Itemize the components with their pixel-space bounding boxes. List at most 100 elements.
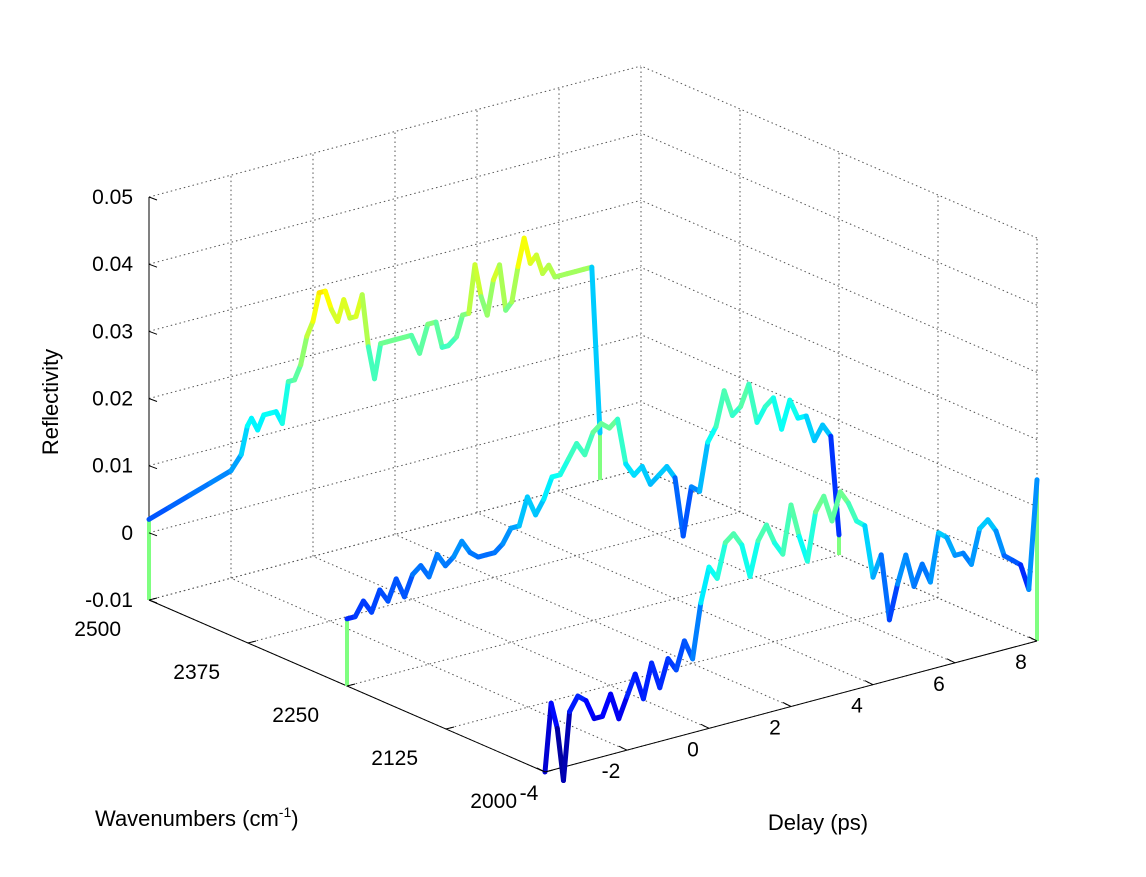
data-segment bbox=[779, 397, 793, 432]
data-segment bbox=[803, 413, 817, 444]
x-tick-label: 8 bbox=[1015, 651, 1027, 674]
floor-grid-line bbox=[394, 534, 792, 707]
data-segment bbox=[310, 290, 322, 324]
data-segment bbox=[747, 538, 761, 579]
data-segment bbox=[927, 530, 942, 585]
data-segment bbox=[167, 492, 193, 510]
x-tick-mark bbox=[536, 767, 546, 773]
y-tick-mark bbox=[247, 640, 257, 644]
data-segment bbox=[886, 581, 901, 623]
y-tick-label: 2250 bbox=[272, 704, 319, 727]
z-tick-mark bbox=[148, 532, 158, 537]
data-segment bbox=[845, 500, 860, 524]
data-segment bbox=[788, 502, 802, 539]
y-tick-mark bbox=[445, 726, 455, 730]
data-segment bbox=[451, 538, 465, 560]
data-segment bbox=[944, 534, 958, 558]
x-tick-mark bbox=[1028, 636, 1038, 642]
back-wall-grid-line bbox=[148, 401, 642, 534]
data-segment bbox=[589, 264, 603, 436]
data-segment bbox=[401, 572, 416, 600]
z-tick-label: 0 bbox=[121, 522, 133, 545]
data-segment bbox=[787, 397, 801, 421]
data-segment bbox=[304, 318, 316, 339]
data-segment bbox=[509, 264, 521, 305]
data-segment bbox=[372, 341, 384, 382]
data-segment bbox=[582, 429, 596, 458]
data-segment bbox=[690, 600, 704, 662]
series-2250 bbox=[344, 381, 842, 686]
back-wall-grid-line bbox=[148, 65, 642, 198]
data-segment bbox=[359, 292, 371, 350]
data-segment bbox=[672, 475, 686, 539]
data-segment bbox=[968, 526, 983, 567]
floor-grid-line bbox=[445, 597, 939, 730]
data-segment bbox=[292, 362, 304, 383]
grid-lines bbox=[148, 65, 1038, 773]
data-segment bbox=[472, 262, 484, 300]
y-tick-label: 2500 bbox=[74, 618, 121, 641]
back-wall-grid-line bbox=[148, 334, 642, 467]
z-tick-mark bbox=[148, 263, 158, 268]
y-tick-mark bbox=[346, 683, 356, 687]
data-segment bbox=[903, 552, 917, 589]
data-segment bbox=[754, 404, 768, 425]
data-segment bbox=[746, 381, 760, 425]
z-tick-label: 0.05 bbox=[92, 186, 133, 209]
data-segment bbox=[713, 388, 727, 430]
data-segment bbox=[697, 439, 711, 494]
z-tick-label: 0.04 bbox=[92, 253, 133, 276]
x-tick-mark bbox=[700, 723, 710, 729]
back-wall-grid-line bbox=[148, 132, 642, 265]
data-segment bbox=[680, 484, 694, 539]
y-axis-title-sup: -1 bbox=[279, 804, 292, 820]
x-tick-mark bbox=[782, 702, 792, 707]
data-segment bbox=[433, 319, 445, 350]
x-tick-label: -4 bbox=[520, 782, 539, 805]
data-segment bbox=[426, 552, 440, 580]
data-segment bbox=[583, 698, 597, 722]
data-segment bbox=[146, 504, 172, 522]
y-tick-label: 2125 bbox=[371, 747, 418, 770]
x-axis-title: Delay (ps) bbox=[768, 810, 868, 835]
data-segment bbox=[322, 288, 334, 313]
data-segment bbox=[615, 416, 629, 467]
data-segment bbox=[993, 528, 1007, 559]
data-segment bbox=[500, 525, 514, 547]
data-segment bbox=[739, 542, 753, 579]
z-tick-label: 0.01 bbox=[92, 455, 133, 478]
data-segment bbox=[878, 552, 892, 623]
data-segment bbox=[279, 379, 291, 426]
data-segment bbox=[565, 441, 580, 462]
z-tick-label: 0.02 bbox=[92, 388, 133, 411]
data-segment bbox=[497, 262, 509, 313]
data-segment bbox=[829, 489, 843, 524]
data-segment bbox=[895, 552, 909, 587]
data-segment bbox=[533, 496, 547, 518]
y-tick-mark bbox=[544, 769, 554, 773]
z-tick-mark bbox=[148, 330, 158, 335]
data-segment bbox=[238, 423, 250, 458]
y-tick-label: 2375 bbox=[173, 661, 220, 684]
x-tick-label: 6 bbox=[933, 673, 945, 696]
data-segment bbox=[714, 540, 728, 581]
z-tick-mark bbox=[148, 196, 158, 201]
floor-grid-line bbox=[346, 554, 840, 687]
data-segment bbox=[548, 700, 560, 731]
data-segment bbox=[804, 509, 819, 564]
data-segment bbox=[705, 424, 719, 445]
data-segment bbox=[862, 523, 876, 580]
x-tick-label: 4 bbox=[851, 695, 863, 718]
data-segment bbox=[780, 502, 794, 557]
data-segment bbox=[542, 700, 554, 775]
tick-labels: -4 -2 0 2 4 6 8 2000 2125 2250 2375 2500 -0.01 0 0.01 0… bbox=[74, 186, 1038, 813]
x-tick-label: 2 bbox=[769, 717, 781, 740]
data-segment bbox=[770, 395, 785, 432]
z-axis-title: Reflectivity bbox=[38, 349, 63, 455]
data-segment bbox=[911, 561, 925, 589]
data-segment bbox=[673, 638, 687, 673]
data-segment bbox=[521, 235, 533, 266]
x-tick-mark bbox=[946, 658, 956, 664]
x-tick-label: -2 bbox=[602, 760, 621, 783]
